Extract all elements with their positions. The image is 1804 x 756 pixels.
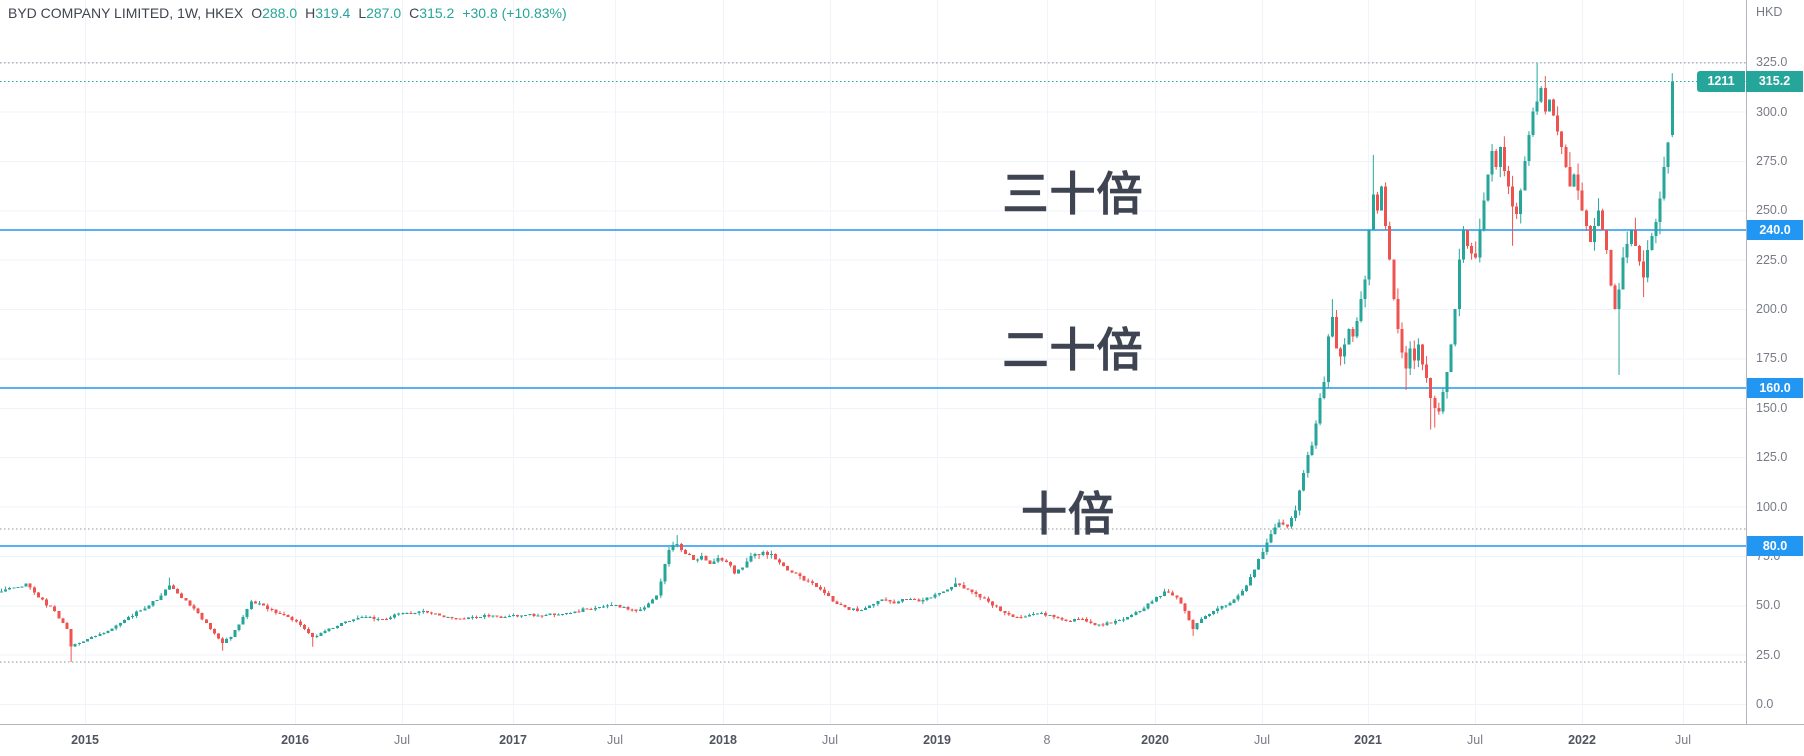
- price-tick-label: 50.0: [1756, 598, 1781, 613]
- price-tick-label: 125.0: [1756, 450, 1788, 465]
- price-tick-label: 175.0: [1756, 351, 1788, 366]
- symbol-title[interactable]: BYD COMPANY LIMITED, 1W, HKEX: [8, 5, 244, 21]
- quote-item: L287.0: [358, 5, 402, 21]
- year-tick-label: 2018: [709, 733, 737, 747]
- month-tick-label: Jul: [394, 733, 410, 747]
- month-tick-label: 8: [1043, 733, 1051, 747]
- currency-label: HKD: [1756, 5, 1783, 19]
- price-tick-label: 200.0: [1756, 302, 1788, 316]
- quote-item: O288.0: [251, 5, 298, 21]
- level-price-badge: 240.0: [1747, 220, 1803, 240]
- level-price-badge: 80.0: [1747, 536, 1803, 556]
- multiple-annotation[interactable]: 二十倍: [1002, 324, 1144, 376]
- current-price-badge: 315.2: [1746, 70, 1803, 92]
- level-price-badge: 160.0: [1747, 378, 1803, 398]
- ticker-code-badge: 1211: [1697, 70, 1745, 92]
- price-tick-label: 25.0: [1756, 647, 1781, 662]
- year-tick-label: 2016: [281, 733, 309, 747]
- price-tick-label: 250.0: [1756, 203, 1788, 218]
- candlestick-plot[interactable]: [0, 0, 1804, 724]
- month-tick-label: Jul: [1467, 733, 1483, 747]
- quote-item: +30.8 (+10.83%): [462, 5, 567, 21]
- year-tick-label: 2021: [1354, 733, 1382, 747]
- price-axis[interactable]: [1746, 0, 1804, 724]
- year-tick-label: 2020: [1141, 733, 1169, 747]
- multiple-annotation[interactable]: 三十倍: [1002, 168, 1144, 220]
- year-tick-label: 2015: [71, 733, 99, 747]
- price-tick-label: 300.0: [1756, 104, 1788, 119]
- month-tick-label: Jul: [607, 733, 623, 747]
- price-tick-label: 225.0: [1756, 252, 1788, 267]
- price-tick-label: 0.0: [1756, 697, 1774, 711]
- quote-item: C315.2: [409, 5, 455, 21]
- time-axis[interactable]: [0, 724, 1804, 756]
- year-tick-label: 2019: [923, 733, 951, 747]
- month-tick-label: Jul: [822, 733, 838, 747]
- multiple-annotation[interactable]: 十倍: [1021, 488, 1115, 540]
- year-tick-label: 2022: [1568, 733, 1596, 747]
- month-tick-label: Jul: [1675, 733, 1691, 747]
- month-tick-label: Jul: [1254, 733, 1270, 747]
- price-tick-label: 325.0: [1756, 55, 1788, 70]
- symbol-header: BYD COMPANY LIMITED, 1W, HKEX O288.0 H319.…: [8, 5, 567, 21]
- price-tick-label: 275.0: [1756, 153, 1788, 168]
- year-tick-label: 2017: [499, 733, 527, 747]
- price-tick-label: 150.0: [1756, 400, 1788, 415]
- quote-item: H319.4: [305, 5, 351, 21]
- price-tick-label: 100.0: [1756, 499, 1788, 514]
- ohlc-readout: O288.0 H319.4 L287.0 C315.2 +30.8 (+10.83%): [243, 5, 566, 21]
